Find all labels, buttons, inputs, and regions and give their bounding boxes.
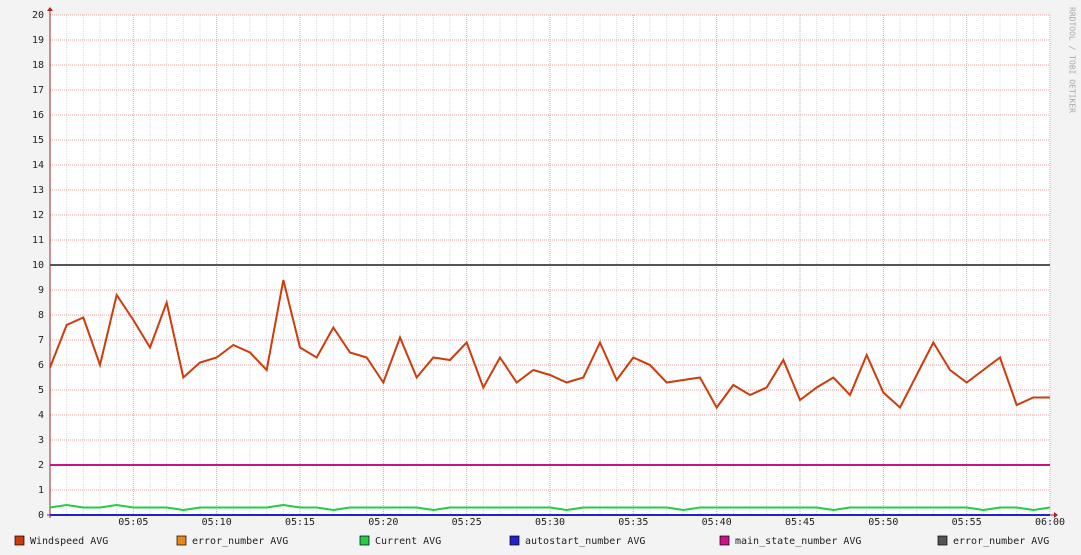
y-tick-label: 3 bbox=[38, 435, 44, 446]
x-tick-label: 05:50 bbox=[868, 517, 898, 528]
legend-swatch bbox=[937, 535, 948, 546]
y-tick-label: 13 bbox=[32, 185, 44, 196]
legend-label: Current AVG bbox=[375, 536, 441, 547]
legend-label: error_number AVG bbox=[192, 536, 288, 547]
x-tick-label: 05:40 bbox=[702, 517, 732, 528]
x-tick-label: 05:30 bbox=[535, 517, 565, 528]
watermark: RRDTOOL / TOBI OETIKER bbox=[1068, 7, 1077, 113]
y-tick-label: 7 bbox=[38, 335, 44, 346]
legend-label: autostart_number AVG bbox=[525, 536, 645, 547]
x-tick-label: 06:00 bbox=[1035, 517, 1065, 528]
series-line bbox=[49, 503, 1051, 512]
x-tick-label: 05:55 bbox=[952, 517, 982, 528]
x-tick-label: 05:35 bbox=[618, 517, 648, 528]
y-tick-label: 19 bbox=[32, 35, 44, 46]
x-tick-label: 05:25 bbox=[452, 517, 482, 528]
x-tick-label: 05:15 bbox=[285, 517, 315, 528]
y-tick-label: 0 bbox=[38, 510, 44, 521]
y-tick-label: 6 bbox=[38, 360, 44, 371]
x-tick-label: 05:20 bbox=[368, 517, 398, 528]
x-tick-label: 05:05 bbox=[118, 517, 148, 528]
y-tick-label: 10 bbox=[32, 260, 44, 271]
axis-arrow bbox=[47, 7, 53, 11]
legend-swatch bbox=[14, 535, 25, 546]
axis-arrow bbox=[1054, 512, 1058, 518]
y-tick-label: 4 bbox=[38, 410, 44, 421]
y-tick-label: 12 bbox=[32, 210, 44, 221]
legend-label: main_state_number AVG bbox=[735, 536, 861, 547]
y-tick-label: 15 bbox=[32, 135, 44, 146]
y-tick-label: 18 bbox=[32, 60, 44, 71]
y-tick-label: 16 bbox=[32, 110, 44, 121]
y-tick-label: 2 bbox=[38, 460, 44, 471]
y-tick-label: 20 bbox=[32, 10, 44, 21]
y-tick-label: 9 bbox=[38, 285, 44, 296]
x-tick-label: 05:10 bbox=[202, 517, 232, 528]
y-tick-label: 14 bbox=[32, 160, 44, 171]
y-tick-label: 11 bbox=[32, 235, 44, 246]
legend-label: error_number AVG bbox=[953, 536, 1049, 547]
y-tick-label: 1 bbox=[38, 485, 44, 496]
x-tick-label: 05:45 bbox=[785, 517, 815, 528]
y-tick-label: 5 bbox=[38, 385, 44, 396]
legend-label: Windspeed AVG bbox=[30, 536, 108, 547]
legend-swatch bbox=[359, 535, 370, 546]
legend-swatch bbox=[719, 535, 730, 546]
y-tick-label: 8 bbox=[38, 310, 44, 321]
y-tick-label: 17 bbox=[32, 85, 44, 96]
legend-swatch bbox=[509, 535, 520, 546]
legend-swatch bbox=[176, 535, 187, 546]
series-line bbox=[49, 279, 1050, 410]
